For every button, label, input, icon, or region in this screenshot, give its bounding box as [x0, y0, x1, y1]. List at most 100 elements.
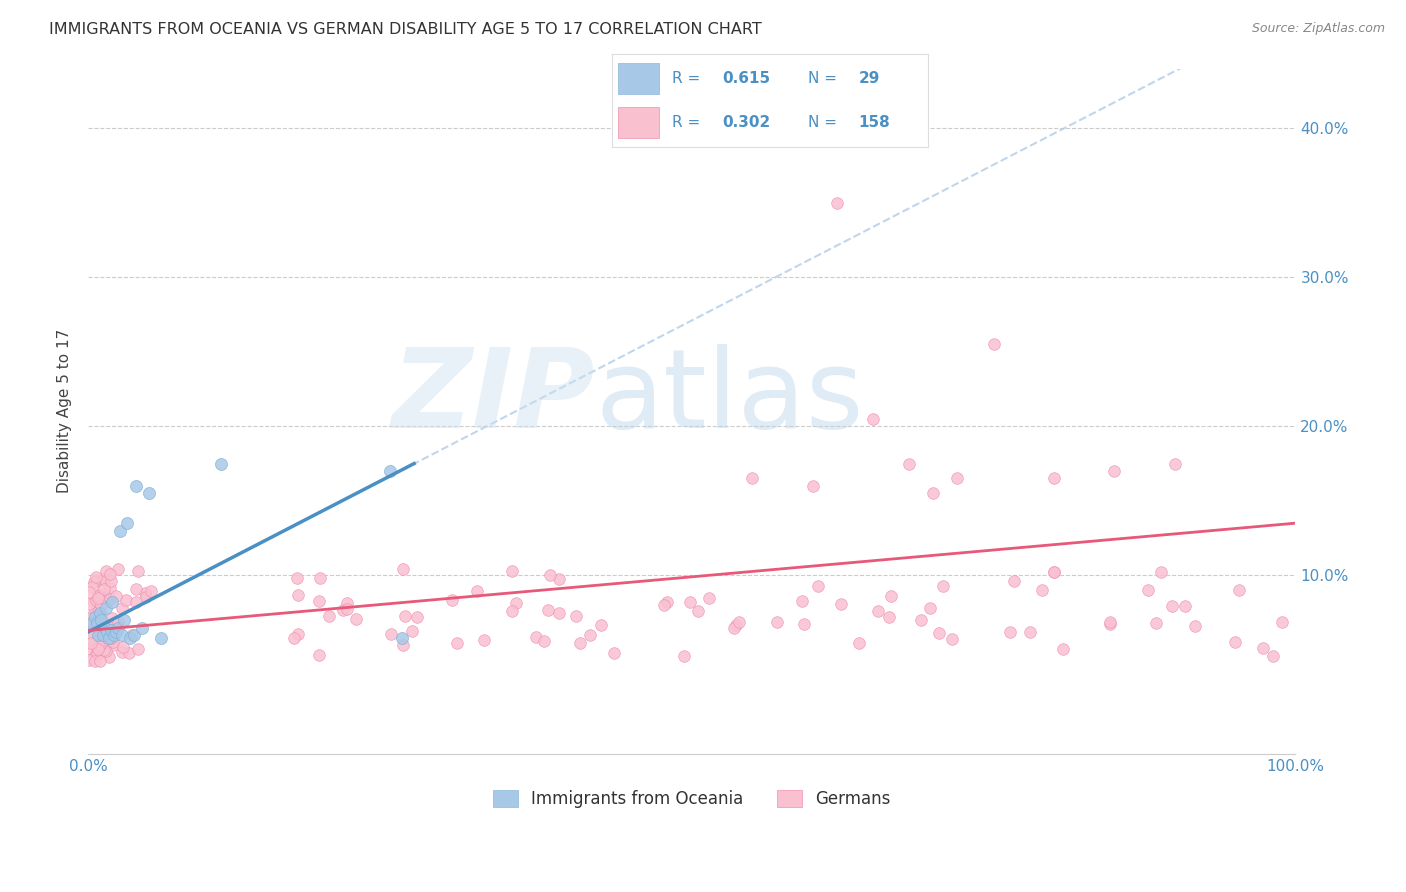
Point	[569, 636, 592, 650]
Point	[287, 627, 309, 641]
Text: R =: R =	[672, 70, 704, 86]
Point	[344, 612, 367, 626]
Point	[866, 604, 889, 618]
Point	[86, 647, 108, 661]
Point	[533, 633, 555, 648]
Point	[79, 597, 101, 611]
Point	[103, 626, 125, 640]
Point	[336, 596, 359, 610]
Point	[1227, 583, 1250, 598]
Point	[100, 574, 122, 589]
Point	[465, 584, 488, 599]
Point	[920, 601, 942, 615]
Point	[94, 637, 117, 651]
Point	[652, 598, 675, 612]
Point	[679, 595, 702, 609]
Point	[1043, 565, 1066, 579]
Point	[1150, 565, 1173, 579]
Point	[87, 628, 110, 642]
Point	[1004, 574, 1026, 589]
Point	[1019, 624, 1042, 639]
Point	[1031, 583, 1053, 598]
Point	[98, 591, 121, 606]
Point	[107, 562, 129, 576]
Point	[111, 645, 134, 659]
Point	[83, 595, 105, 609]
Point	[112, 613, 135, 627]
Point	[82, 618, 104, 632]
Text: atlas: atlas	[595, 344, 863, 451]
Point	[96, 644, 118, 658]
Point	[121, 628, 143, 642]
Point	[728, 615, 751, 629]
Point	[127, 642, 149, 657]
Point	[93, 587, 115, 601]
Point	[792, 594, 814, 608]
Point	[131, 620, 153, 634]
Point	[401, 624, 423, 638]
Point	[84, 570, 107, 584]
Point	[98, 581, 121, 595]
Point	[101, 635, 124, 649]
Point	[283, 632, 305, 646]
Point	[82, 580, 104, 594]
Point	[100, 624, 122, 638]
Point	[548, 572, 571, 586]
Point	[79, 585, 101, 599]
Point	[547, 606, 569, 620]
Point	[501, 603, 523, 617]
Point	[108, 524, 131, 538]
Point	[104, 624, 127, 639]
Point	[87, 589, 110, 603]
Point	[765, 615, 787, 629]
Point	[405, 610, 427, 624]
Point	[1164, 457, 1187, 471]
Point	[1144, 615, 1167, 630]
Point	[801, 479, 824, 493]
Point	[741, 471, 763, 485]
Point	[107, 620, 129, 634]
Point	[96, 601, 118, 615]
Point	[1137, 582, 1160, 597]
Text: ZIP: ZIP	[392, 344, 595, 451]
Point	[84, 635, 107, 649]
Point	[80, 644, 103, 658]
Point	[84, 573, 107, 587]
Point	[100, 621, 122, 635]
Point	[91, 628, 114, 642]
Point	[697, 591, 720, 605]
Point	[83, 575, 105, 590]
Point	[80, 615, 103, 630]
Point	[122, 628, 145, 642]
Point	[807, 579, 830, 593]
Point	[86, 592, 108, 607]
Point	[1043, 471, 1066, 485]
Point	[209, 457, 232, 471]
Point	[308, 571, 330, 585]
Text: 158: 158	[858, 115, 890, 130]
Point	[139, 584, 162, 599]
Point	[98, 567, 121, 582]
Point	[89, 637, 111, 651]
Point	[538, 567, 561, 582]
Point	[105, 589, 128, 603]
Point	[120, 631, 142, 645]
Point	[84, 647, 107, 661]
Point	[318, 609, 340, 624]
Point	[82, 613, 104, 627]
FancyBboxPatch shape	[619, 63, 659, 94]
Point	[149, 631, 172, 645]
Point	[932, 579, 955, 593]
Text: 0.615: 0.615	[723, 70, 770, 86]
Point	[80, 632, 103, 647]
Point	[565, 608, 588, 623]
Point	[111, 628, 134, 642]
Point	[724, 617, 747, 632]
Point	[922, 486, 945, 500]
Point	[94, 592, 117, 607]
Legend: Immigrants from Oceania, Germans: Immigrants from Oceania, Germans	[486, 783, 897, 814]
Point	[1160, 599, 1182, 613]
Point	[1261, 648, 1284, 663]
Point	[848, 635, 870, 649]
Point	[89, 654, 111, 668]
